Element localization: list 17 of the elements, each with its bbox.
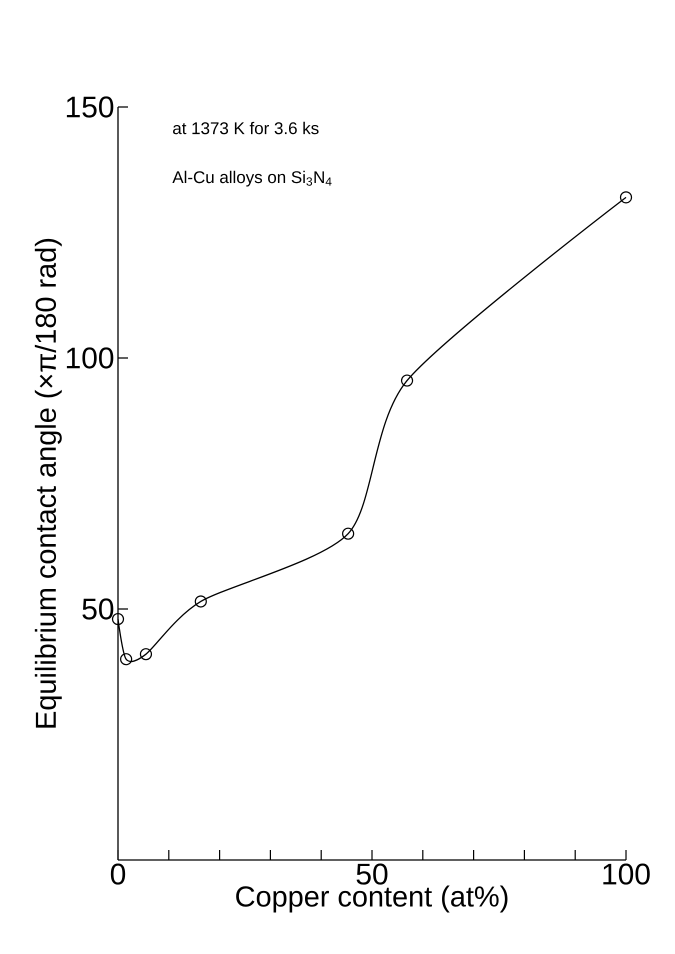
point [140,648,152,660]
x-tick-label: 0 [110,864,126,885]
point [400,374,414,387]
y-tick-label: 150 [66,96,114,118]
y-axis-title: Equilibrium contact angle (×π/180 rad) [34,238,62,728]
point [120,653,132,666]
x-tick-label: 50 [356,864,388,885]
annotation: at 1373 K for 3.6 ks [173,122,319,134]
y-tick-label: 50 [82,598,114,620]
x-tick-label: 100 [603,864,650,885]
point [194,595,207,608]
point [620,191,632,204]
point [342,528,354,540]
y-tick-label: 100 [66,347,114,369]
point [112,612,124,626]
annotation: Al-Cu alloys on Si$_{3}$N$_{4}$ [172,170,332,187]
x-axis-title: Copper content (at%) [236,886,508,912]
